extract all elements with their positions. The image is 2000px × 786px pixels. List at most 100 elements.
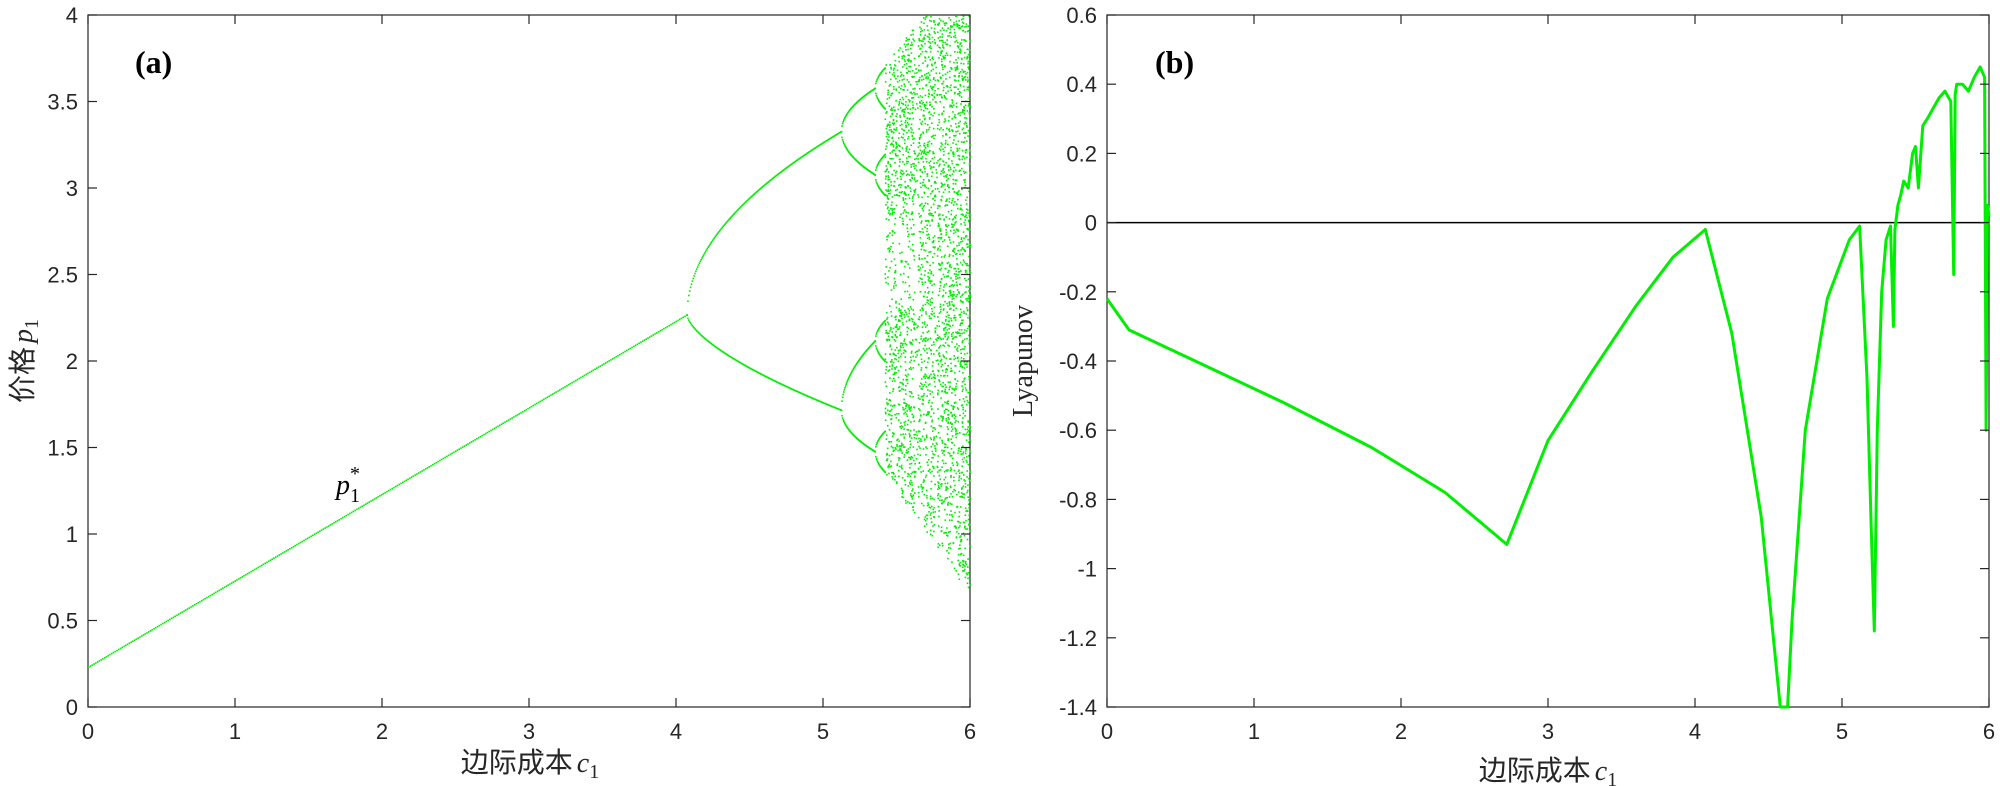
bifurcation-point: [927, 76, 929, 78]
bifurcation-point: [620, 352, 623, 355]
bifurcation-point: [934, 511, 937, 513]
bifurcation-point: [916, 93, 918, 95]
bifurcation-point: [887, 175, 890, 177]
bifurcation-point: [958, 24, 961, 27]
bifurcation-point: [954, 179, 957, 181]
bifurcation-point: [959, 561, 962, 564]
bifurcation-point: [727, 219, 730, 221]
bifurcation-point: [921, 50, 924, 53]
bifurcation-point: [929, 19, 931, 22]
bifurcation-point: [958, 564, 961, 567]
bifurcation-point: [931, 465, 934, 468]
bifurcation-point: [908, 293, 911, 296]
bifurcation-point: [315, 532, 318, 535]
bifurcation-point: [948, 197, 951, 200]
bifurcation-point: [901, 492, 904, 495]
bifurcation-point: [892, 85, 895, 88]
bifurcation-point: [888, 96, 891, 99]
bifurcation-point: [959, 43, 961, 45]
bifurcation-point: [819, 400, 822, 403]
bifurcation-point: [959, 525, 961, 527]
bifurcation-point: [951, 25, 953, 28]
bifurcation-point: [776, 381, 778, 383]
bifurcation-point: [951, 304, 954, 306]
bifurcation-point: [967, 135, 969, 137]
bifurcation-point: [966, 361, 969, 363]
bifurcation-point: [940, 277, 943, 280]
bifurcation-point: [926, 107, 929, 110]
bifurcation-point: [842, 420, 845, 422]
bifurcation-point: [951, 324, 954, 327]
bifurcation-point: [541, 399, 543, 402]
bifurcation-point: [919, 440, 921, 442]
bifurcation-point: [968, 149, 971, 151]
bifurcation-point: [954, 41, 956, 43]
bifurcation-point: [884, 153, 887, 156]
bifurcation-point: [955, 331, 957, 334]
bifurcation-point: [922, 109, 925, 112]
bifurcation-point: [930, 517, 932, 520]
bifurcation-point: [950, 317, 952, 320]
bifurcation-point: [969, 545, 972, 547]
bifurcation-point: [781, 383, 784, 386]
bifurcation-point: [888, 463, 891, 466]
bifurcation-point: [951, 283, 953, 286]
bifurcation-point: [931, 313, 933, 316]
bifurcation-point: [941, 82, 943, 85]
bifurcation-point: [918, 37, 920, 40]
bifurcation-point: [899, 150, 901, 153]
bifurcation-point: [915, 169, 918, 171]
bifurcation-point: [947, 422, 950, 425]
bifurcation-point: [901, 170, 904, 173]
bifurcation-point: [941, 405, 944, 407]
bifurcation-point: [954, 69, 957, 72]
bifurcation-point: [716, 347, 718, 349]
bifurcation-point: [847, 377, 850, 380]
bifurcation-point: [944, 267, 947, 270]
bifurcation-point: [928, 280, 931, 283]
bifurcation-point: [941, 449, 943, 452]
bifurcation-point: [967, 566, 969, 568]
bifurcation-point: [326, 526, 328, 528]
bifurcation-point: [911, 93, 913, 95]
bifurcation-point: [945, 351, 948, 353]
bifurcation-point: [910, 352, 913, 354]
bifurcation-point: [965, 264, 968, 267]
bifurcation-point: [936, 162, 938, 164]
bifurcation-point: [955, 253, 957, 255]
bifurcation-point: [911, 318, 914, 321]
bifurcation-point: [926, 230, 928, 233]
bifurcation-point: [964, 121, 967, 123]
bifurcation-point: [796, 159, 799, 161]
bifurcation-point: [930, 175, 933, 178]
bifurcation-point: [721, 350, 724, 353]
bifurcation-point: [876, 331, 878, 334]
bifurcation-point: [368, 501, 371, 503]
bifurcation-point: [894, 413, 896, 416]
bifurcation-point: [962, 231, 965, 233]
bifurcation-point: [962, 253, 964, 255]
bifurcation-point: [961, 21, 964, 23]
bifurcation-point: [965, 140, 968, 142]
bifurcation-point: [920, 79, 923, 81]
bifurcation-point: [895, 306, 898, 309]
bifurcation-point: [960, 25, 963, 28]
bifurcation-point: [898, 79, 901, 82]
bifurcation-point: [933, 312, 935, 315]
bifurcation-point: [919, 309, 922, 311]
bifurcation-point: [968, 59, 971, 62]
bifurcation-point: [968, 434, 970, 436]
bifurcation-point: [947, 428, 949, 430]
bifurcation-point: [967, 62, 969, 65]
bifurcation-point: [932, 361, 934, 363]
bifurcation-point: [928, 315, 931, 317]
bifurcation-point: [916, 72, 918, 74]
bifurcation-point: [534, 403, 536, 406]
bifurcation-point: [957, 130, 959, 132]
bifurcation-point: [179, 612, 182, 614]
bifurcation-point: [112, 651, 115, 654]
bifurcation-point: [916, 155, 919, 157]
bifurcation-point: [876, 348, 878, 351]
bifurcation-point: [960, 299, 962, 302]
bifurcation-point: [944, 292, 947, 294]
